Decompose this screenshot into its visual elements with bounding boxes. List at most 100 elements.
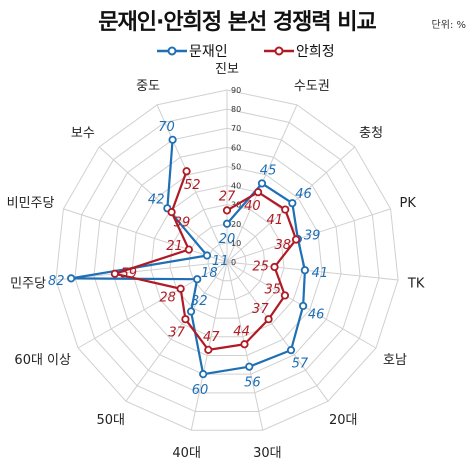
data-point-ahn xyxy=(167,208,176,217)
data-label-ahn: 27 xyxy=(219,189,236,204)
grid-spoke xyxy=(226,208,391,263)
data-label-moon: 46 xyxy=(295,187,312,202)
category-label: 중도 xyxy=(136,79,160,94)
grid-ring xyxy=(55,89,399,431)
data-point-ahn xyxy=(184,245,193,254)
legend-item-moon: 문재인 xyxy=(155,40,228,62)
data-point-moon xyxy=(199,370,208,379)
grid-spoke xyxy=(63,208,228,263)
legend-item-ahn: 안희정 xyxy=(262,40,335,62)
grid-ring xyxy=(112,146,342,375)
tick-label: 40 xyxy=(231,182,241,191)
tick-label: 70 xyxy=(231,124,241,133)
data-point-moon xyxy=(286,346,296,355)
tick-label: 10 xyxy=(231,239,241,248)
data-label-moon: 41 xyxy=(312,266,329,281)
tick-label: 90 xyxy=(231,86,241,95)
category-label: 30대 xyxy=(253,446,282,461)
data-point-moon xyxy=(257,179,267,188)
legend: 문재인 안희정 xyxy=(0,40,474,62)
data-label-ahn: 47 xyxy=(203,330,220,345)
chart-title: 문재인·안희정 본선 경쟁력 비교 xyxy=(98,10,376,35)
grid-ring xyxy=(74,108,380,413)
data-label-moon: 11 xyxy=(212,254,229,269)
category-label: 50대 xyxy=(96,413,125,428)
category-label: TK xyxy=(407,276,425,291)
data-label-moon: 56 xyxy=(244,375,261,390)
data-point-moon xyxy=(168,135,177,144)
data-point-ahn xyxy=(291,235,301,244)
grid-ring xyxy=(131,165,323,356)
data-point-ahn xyxy=(182,167,191,176)
data-point-moon xyxy=(300,266,310,275)
category-label: 진보 xyxy=(215,62,239,77)
data-point-moon xyxy=(193,275,202,284)
data-label-ahn: 40 xyxy=(244,199,261,214)
grid-spoke xyxy=(226,261,399,281)
grid-spoke xyxy=(156,104,228,263)
data-point-moon xyxy=(186,307,196,316)
data-label-ahn: 25 xyxy=(252,260,269,275)
data-label-moon: 82 xyxy=(48,274,65,289)
tick-label: 60 xyxy=(231,143,241,152)
data-point-ahn xyxy=(181,315,190,324)
data-point-ahn xyxy=(222,206,232,215)
unit-label: 단위: % xyxy=(431,20,466,31)
category-label: 60대 이상 xyxy=(14,353,71,368)
data-label-moon: 32 xyxy=(191,294,208,309)
data-point-moon xyxy=(67,274,76,283)
data-point-moon xyxy=(222,219,232,228)
data-point-ahn xyxy=(281,205,290,214)
data-point-moon xyxy=(288,199,297,208)
data-point-moon xyxy=(202,251,212,260)
data-label-moon: 18 xyxy=(201,266,218,281)
data-label-moon: 46 xyxy=(308,307,325,322)
data-label-ahn: 21 xyxy=(166,239,183,254)
grid-spoke xyxy=(98,146,228,263)
data-point-ahn xyxy=(176,284,185,293)
data-label-moon: 45 xyxy=(260,164,277,179)
data-label-ahn: 59 xyxy=(121,266,138,281)
data-point-ahn xyxy=(110,269,119,278)
data-label-moon: 20 xyxy=(219,232,236,247)
data-label-moon: 57 xyxy=(292,356,309,371)
data-label-ahn: 28 xyxy=(159,290,176,305)
data-point-ahn xyxy=(253,188,263,197)
category-label: 20대 xyxy=(329,413,358,428)
data-label-ahn: 44 xyxy=(233,325,250,340)
data-label-moon: 60 xyxy=(192,383,209,398)
data-point-ahn xyxy=(270,262,279,272)
grid-ring xyxy=(169,204,285,319)
data-label-moon: 39 xyxy=(304,228,321,243)
tick-label: 20 xyxy=(231,220,241,229)
data-label-ahn: 39 xyxy=(174,215,191,230)
category-label: 충청 xyxy=(359,126,383,141)
data-label-ahn: 37 xyxy=(252,302,269,317)
data-point-ahn xyxy=(280,291,290,300)
data-label-moon: 70 xyxy=(158,120,175,135)
data-point-ahn xyxy=(240,340,249,349)
data-label-ahn: 41 xyxy=(267,213,284,228)
tick-label: 80 xyxy=(231,105,241,114)
grid-spoke xyxy=(77,261,228,349)
legend-marker-moon xyxy=(157,46,187,56)
grid-spoke xyxy=(226,261,329,402)
legend-marker-ahn xyxy=(264,46,294,56)
category-label: 호남 xyxy=(383,353,407,368)
category-label: 40대 xyxy=(172,446,201,461)
data-label-ahn: 35 xyxy=(265,282,282,297)
tick-label: 50 xyxy=(231,162,241,171)
data-point-moon xyxy=(245,362,254,371)
tick-label: 0 xyxy=(231,258,236,267)
data-point-ahn xyxy=(204,345,213,354)
data-label-ahn: 37 xyxy=(168,325,185,340)
grid-ring xyxy=(188,223,266,300)
data-label-ahn: 52 xyxy=(184,178,201,193)
grid-ring xyxy=(207,242,247,282)
category-label: 비민주당 xyxy=(7,196,55,211)
data-point-moon xyxy=(299,301,308,311)
category-label: 보수 xyxy=(71,126,95,141)
data-label-ahn: 38 xyxy=(274,238,291,253)
category-label: 수도권 xyxy=(294,79,330,94)
